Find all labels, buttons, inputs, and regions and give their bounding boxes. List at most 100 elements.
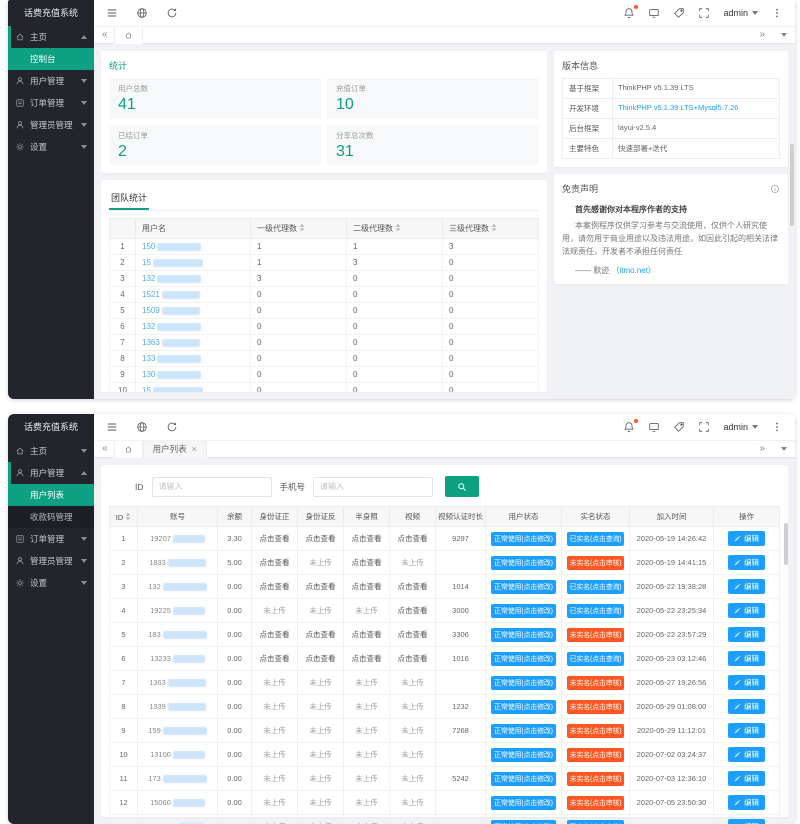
idcard-back-cell[interactable]: 点击查看: [297, 622, 344, 647]
refresh-icon[interactable]: [166, 7, 178, 19]
tabs-expand-icon[interactable]: »: [759, 443, 765, 454]
tabs-menu-icon[interactable]: [781, 447, 787, 451]
video-cell[interactable]: 点击查看: [389, 622, 436, 647]
tabs-collapse-icon[interactable]: «: [102, 29, 108, 40]
tag-icon[interactable]: [673, 7, 685, 19]
real-status-badge[interactable]: 已实名(点击查询): [566, 579, 625, 594]
real-status-badge[interactable]: 未实名(点击审核): [566, 699, 625, 714]
edit-button[interactable]: 编辑: [728, 555, 765, 570]
id-search-input[interactable]: [151, 476, 272, 497]
sidebar-item-home[interactable]: 主页: [8, 26, 94, 48]
real-status-badge[interactable]: 未实名(点击审核): [566, 771, 625, 786]
real-status-badge[interactable]: 未实名(点击审核): [566, 795, 625, 810]
sidebar-item-user-list[interactable]: 用户列表: [8, 484, 94, 506]
video-cell[interactable]: 点击查看: [389, 598, 436, 623]
sidebar-item-recharge-codes[interactable]: 收款码管理: [8, 506, 94, 528]
idcard-front-cell[interactable]: 点击查看: [251, 622, 298, 647]
edit-button[interactable]: 编辑: [728, 771, 765, 786]
tag-icon[interactable]: [673, 421, 685, 433]
user-status-badge[interactable]: 正常使用(点击修改): [491, 627, 556, 642]
edit-button[interactable]: 编辑: [728, 819, 765, 824]
edit-button[interactable]: 编辑: [728, 531, 765, 546]
user-status-badge[interactable]: 正常使用(点击修改): [491, 795, 556, 810]
sidebar-item-admins[interactable]: 管理员管理: [8, 114, 94, 136]
username-cell[interactable]: 1521: [135, 286, 251, 304]
edit-button[interactable]: 编辑: [728, 699, 765, 714]
tab-user-list[interactable]: 用户列表 ×: [142, 440, 207, 458]
user-status-badge[interactable]: 正常使用(点击修改): [491, 747, 556, 762]
monitor-icon[interactable]: [648, 421, 660, 433]
user-menu[interactable]: admin: [723, 422, 758, 432]
globe-icon[interactable]: [136, 421, 148, 433]
edit-button[interactable]: 编辑: [728, 747, 765, 762]
video-cell[interactable]: 点击查看: [389, 646, 436, 671]
real-status-badge[interactable]: 已实名(点击查询): [566, 531, 625, 546]
hamburger-icon[interactable]: [106, 7, 118, 19]
globe-icon[interactable]: [136, 7, 148, 19]
user-status-badge[interactable]: 正常使用(点击修改): [491, 579, 556, 594]
scrollbar-thumb[interactable]: [784, 523, 788, 565]
sidebar-item-console[interactable]: 控制台: [8, 48, 94, 70]
tabs-menu-icon[interactable]: [781, 33, 787, 37]
video-cell[interactable]: 点击查看: [389, 574, 436, 599]
real-status-badge[interactable]: 未实名(点击审核): [566, 627, 625, 642]
edit-button[interactable]: 编辑: [728, 579, 765, 594]
sidebar-item-settings[interactable]: 设置: [8, 136, 94, 158]
search-button[interactable]: [445, 476, 480, 497]
idcard-back-cell[interactable]: 点击查看: [297, 574, 344, 599]
sidebar-item-admins[interactable]: 管理员管理: [8, 550, 94, 572]
fullscreen-icon[interactable]: [698, 7, 710, 19]
level3-header[interactable]: 三级代理数: [442, 218, 539, 240]
username-cell[interactable]: 132: [135, 318, 251, 336]
username-cell[interactable]: 133: [135, 350, 251, 368]
level1-header[interactable]: 一级代理数: [250, 218, 347, 240]
hamburger-icon[interactable]: [106, 421, 118, 433]
half-photo-cell[interactable]: 点击查看: [343, 622, 390, 647]
edit-button[interactable]: 编辑: [728, 627, 765, 642]
phone-search-input[interactable]: [313, 476, 434, 497]
half-photo-cell[interactable]: 点击查看: [343, 574, 390, 599]
tabs-expand-icon[interactable]: »: [759, 29, 765, 40]
edit-button[interactable]: 编辑: [728, 651, 765, 666]
tab-home[interactable]: [113, 440, 143, 458]
user-status-badge[interactable]: 正常使用(点击修改): [491, 651, 556, 666]
notification-bell-icon[interactable]: [623, 419, 639, 433]
edit-button[interactable]: 编辑: [728, 603, 765, 618]
close-icon[interactable]: ×: [191, 443, 197, 454]
idcard-back-cell[interactable]: 点击查看: [297, 526, 344, 551]
tab-home[interactable]: [113, 26, 143, 44]
idcard-front-cell[interactable]: 点击查看: [251, 550, 298, 575]
username-cell[interactable]: 130: [135, 366, 251, 384]
user-menu[interactable]: admin: [723, 8, 758, 18]
sidebar-item-settings[interactable]: 设置: [8, 572, 94, 594]
username-cell[interactable]: 1363: [135, 334, 251, 352]
username-cell[interactable]: 132: [135, 270, 251, 288]
id-header[interactable]: ID: [109, 506, 138, 527]
edit-button[interactable]: 编辑: [728, 723, 765, 738]
edit-button[interactable]: 编辑: [728, 795, 765, 810]
username-cell[interactable]: 15: [135, 254, 251, 272]
sidebar-item-orders[interactable]: 订单管理: [8, 528, 94, 550]
scrollbar-thumb[interactable]: [790, 144, 794, 226]
user-status-badge[interactable]: 正常使用(点击修改): [491, 531, 556, 546]
user-status-badge[interactable]: 正常使用(点击修改): [491, 699, 556, 714]
sidebar-item-users[interactable]: 用户管理: [8, 70, 94, 92]
user-status-badge[interactable]: 正常使用(点击修改): [491, 819, 556, 824]
fullscreen-icon[interactable]: [698, 421, 710, 433]
monitor-icon[interactable]: [648, 7, 660, 19]
tabs-collapse-icon[interactable]: «: [102, 443, 108, 454]
sidebar-item-users[interactable]: 用户管理: [8, 462, 94, 484]
edit-button[interactable]: 编辑: [728, 675, 765, 690]
real-status-badge[interactable]: 已实名(点击查询): [566, 603, 625, 618]
sidebar-item-home[interactable]: 主页: [8, 440, 94, 462]
half-photo-cell[interactable]: 点击查看: [343, 646, 390, 671]
half-photo-cell[interactable]: 点击查看: [343, 526, 390, 551]
username-cell[interactable]: 150: [135, 238, 251, 256]
video-cell[interactable]: 点击查看: [389, 526, 436, 551]
more-dots-icon[interactable]: [771, 421, 783, 433]
half-photo-cell[interactable]: 点击查看: [343, 550, 390, 575]
username-cell[interactable]: 1509: [135, 302, 251, 320]
idcard-front-cell[interactable]: 点击查看: [251, 646, 298, 671]
sidebar-item-orders[interactable]: 订单管理: [8, 92, 94, 114]
real-status-badge[interactable]: 未实名(点击审核): [566, 555, 625, 570]
